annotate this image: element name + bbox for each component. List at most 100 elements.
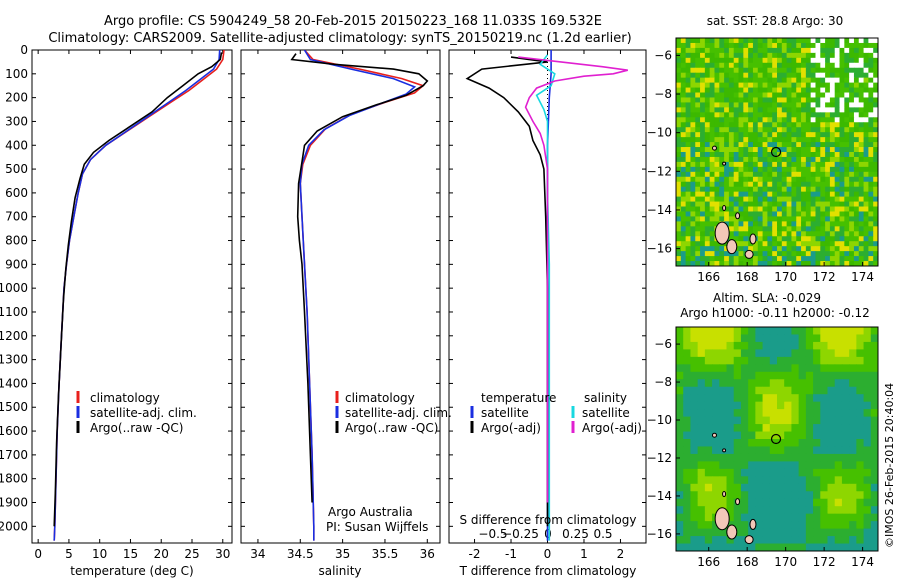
map-cell (743, 97, 749, 103)
map-cell (680, 87, 687, 94)
map-cell (762, 112, 768, 118)
map-cell (743, 156, 749, 163)
map-cell (849, 401, 857, 410)
map-cell (853, 132, 860, 138)
map-cell (712, 536, 720, 545)
map-cell (695, 52, 701, 59)
map-cell (820, 107, 826, 113)
map-cell (801, 226, 807, 232)
map-cell (858, 72, 865, 79)
map-cell (740, 483, 749, 492)
map-cell (714, 261, 720, 266)
map-cell (810, 82, 816, 89)
map-cell (844, 107, 850, 113)
map-cell (868, 246, 874, 252)
map-cell (786, 72, 792, 79)
map-cell (704, 424, 713, 433)
map-cell (757, 231, 764, 237)
series-satellite-adj-clim- (53, 50, 221, 541)
map-cell (738, 241, 744, 247)
y-tick-label: 1500 (0, 400, 28, 414)
map-cell (825, 231, 831, 237)
map-cell (813, 461, 821, 470)
map-cell (841, 416, 850, 425)
map-cell (863, 112, 869, 118)
map-cell (825, 211, 831, 217)
map-cell (714, 82, 720, 89)
map-cell (786, 77, 792, 84)
map-cell (700, 87, 706, 94)
map-cell (697, 401, 706, 410)
map-cell (786, 117, 792, 123)
map-cell (849, 424, 857, 433)
map-cell (719, 431, 727, 440)
map-cell (762, 394, 771, 403)
map-cell (856, 468, 865, 477)
map-cell (762, 166, 768, 173)
map-cell (798, 498, 807, 507)
map-cell (728, 47, 735, 54)
map-cell (680, 152, 687, 158)
map-cell (870, 386, 878, 395)
map-cell (712, 371, 720, 380)
map-cell (714, 57, 720, 64)
map-cell (733, 97, 740, 103)
map-cell (801, 216, 807, 222)
map-cell (757, 191, 764, 198)
map-cell (820, 476, 828, 485)
map-cell (767, 176, 773, 183)
map-cell (757, 132, 764, 138)
map-cell (858, 201, 865, 208)
map-cell (738, 181, 744, 188)
map-cell (733, 401, 742, 410)
map-cell (712, 491, 720, 500)
map-cell (690, 216, 696, 222)
map-cell (680, 161, 687, 168)
map-cell (757, 161, 764, 168)
map-cell (690, 226, 696, 232)
map-cell (810, 38, 816, 44)
map-cell (781, 186, 788, 193)
map-cell (856, 356, 865, 365)
map-cell (714, 181, 720, 188)
map-cell (757, 47, 764, 54)
map-cell (849, 152, 855, 158)
map-cell (844, 221, 850, 227)
map-cell (762, 536, 771, 545)
map-cell (700, 67, 706, 74)
map-cell (873, 206, 878, 212)
map-cell (772, 176, 778, 183)
map-cell (700, 127, 706, 133)
map-cell (772, 166, 778, 173)
map-cell (748, 82, 754, 89)
map-cell (712, 379, 720, 388)
map-cell (700, 206, 706, 212)
map-cell (704, 356, 713, 365)
map-cell (738, 221, 744, 227)
map-cell (873, 92, 878, 98)
map-cell (825, 107, 831, 113)
map-cell (748, 246, 754, 252)
map-cell (680, 62, 687, 69)
map-cell (676, 256, 682, 262)
map-cell (743, 176, 749, 183)
map-cell (757, 97, 764, 103)
map-cell (844, 186, 850, 193)
map-cell (697, 341, 706, 350)
map-cell (740, 491, 749, 500)
map-cell (743, 181, 749, 188)
map-cell (849, 142, 855, 148)
map-cell (738, 57, 744, 64)
map-cell (762, 528, 771, 537)
map-cell (777, 261, 783, 266)
map-cell (726, 371, 735, 380)
map-cell (849, 211, 855, 217)
map-cell (791, 424, 800, 433)
map-cell (834, 356, 843, 365)
map-cell (839, 161, 845, 168)
map-cell (841, 498, 850, 507)
map-cell (719, 42, 725, 49)
map-cell (772, 231, 778, 237)
map-cell (849, 334, 857, 343)
map-cell (690, 67, 696, 74)
